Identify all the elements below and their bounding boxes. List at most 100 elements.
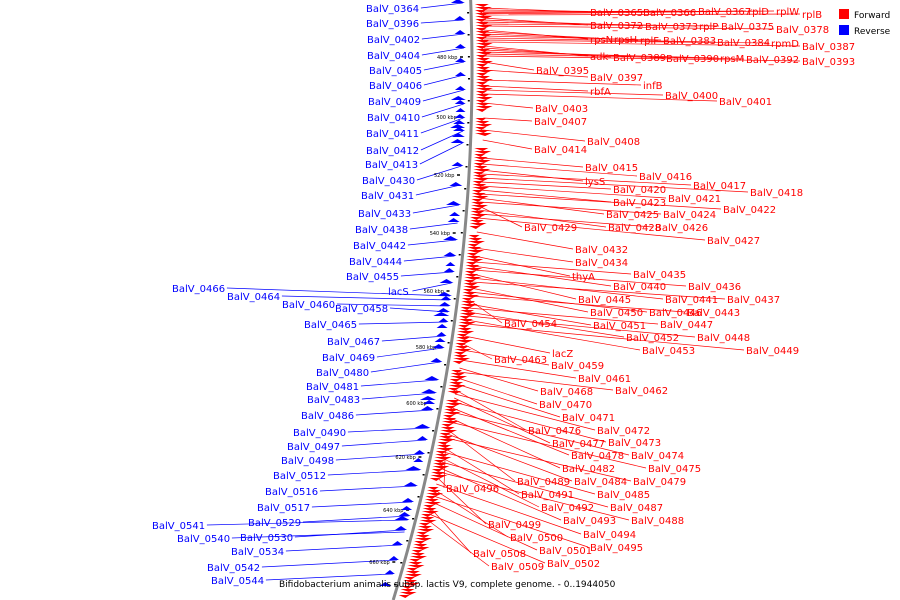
reverse-gene-feature: [445, 262, 456, 266]
forward-gene-feature: [474, 148, 489, 151]
reverse-gene-feature: [454, 100, 466, 104]
forward-gene-feature: [470, 211, 485, 214]
reverse-connector: [421, 103, 464, 118]
reverse-gene-feature: [451, 162, 464, 166]
reverse-gene-label: BalV_0404: [367, 51, 420, 62]
forward-gene-feature: [469, 223, 487, 226]
reverse-gene-label: BalV_0464: [227, 292, 280, 303]
reverse-gene-feature: [436, 332, 447, 336]
forward-gene-feature: [429, 478, 441, 481]
reverse-connector: [327, 469, 420, 476]
forward-gene-feature: [427, 487, 439, 490]
forward-gene-feature: [465, 268, 483, 271]
forward-gene-feature: [475, 100, 487, 103]
forward-gene-label: BalV_0478: [571, 451, 624, 462]
forward-connector: [483, 55, 801, 62]
forward-gene-feature: [443, 415, 454, 418]
forward-gene-label: BalV_0454: [504, 319, 557, 330]
forward-gene-feature: [414, 541, 426, 544]
reverse-gene-label: BalV_0413: [365, 160, 418, 171]
forward-gene-feature: [438, 436, 453, 439]
forward-gene-feature: [473, 175, 487, 178]
forward-connector: [431, 501, 538, 551]
reverse-connector: [226, 287, 450, 297]
reverse-gene-feature: [414, 450, 426, 454]
forward-gene-label: infB: [643, 81, 663, 92]
reverse-connector: [347, 427, 429, 433]
reverse-gene-feature: [421, 406, 434, 410]
forward-gene-feature: [475, 88, 493, 91]
reverse-gene-feature: [454, 30, 466, 34]
reverse-connector: [231, 531, 405, 539]
forward-gene-feature: [475, 19, 487, 22]
forward-gene-feature: [440, 427, 455, 430]
legend-forward-label: Forward: [854, 11, 890, 21]
forward-gene-label: BalV_0400: [665, 91, 718, 102]
reverse-gene-label: BalV_0412: [366, 146, 419, 157]
forward-connector: [430, 507, 472, 554]
forward-connector: [483, 93, 718, 102]
reverse-gene-label: BalV_0516: [265, 487, 318, 498]
forward-connector: [469, 299, 503, 324]
forward-gene-feature: [475, 55, 487, 58]
reverse-gene-label: BalV_0430: [362, 176, 415, 187]
reverse-gene-feature: [403, 482, 418, 486]
forward-gene-feature: [458, 325, 470, 328]
forward-gene-feature: [470, 208, 482, 211]
feature-marker: [412, 518, 415, 520]
reverse-gene-feature: [434, 338, 446, 342]
forward-gene-feature: [473, 172, 485, 175]
forward-connector: [481, 169, 584, 182]
forward-connector: [469, 295, 686, 313]
forward-gene-feature: [445, 403, 463, 406]
forward-gene-feature: [464, 277, 482, 280]
reverse-gene-feature: [450, 96, 466, 100]
forward-connector: [454, 397, 551, 444]
forward-gene-feature: [475, 85, 490, 88]
feature-marker: [417, 496, 420, 498]
forward-gene-feature: [475, 43, 493, 46]
forward-gene-feature: [462, 295, 480, 298]
reverse-gene-feature: [450, 124, 466, 128]
reverse-connector: [420, 117, 464, 134]
feature-marker: [406, 540, 409, 542]
feature-marker: [462, 210, 465, 212]
forward-gene-feature: [474, 7, 492, 10]
reverse-connector: [311, 501, 413, 508]
forward-gene-feature: [412, 547, 430, 550]
forward-gene-feature: [411, 550, 423, 553]
reverse-gene-feature: [454, 16, 466, 20]
forward-gene-label: BalV_0387: [802, 42, 855, 53]
forward-gene-feature: [476, 70, 493, 73]
reverse-gene-label: BalV_0433: [358, 209, 411, 220]
forward-gene-feature: [425, 496, 437, 499]
forward-gene-feature: [470, 217, 482, 220]
forward-gene-feature: [473, 163, 485, 166]
forward-gene-feature: [466, 256, 481, 259]
reverse-gene-label: BalV_0540: [177, 534, 230, 545]
forward-gene-feature: [420, 517, 435, 520]
feature-marker: [467, 34, 470, 36]
forward-gene-feature: [424, 499, 439, 502]
reverse-gene-label: BalV_0405: [369, 66, 422, 77]
forward-gene-label: BalV_0424: [663, 210, 716, 221]
forward-gene-label: BalV_0428: [608, 223, 661, 234]
forward-gene-feature: [475, 31, 490, 34]
forward-gene-label: lysS: [585, 177, 605, 188]
tick-label: 560 kbp: [424, 289, 444, 295]
forward-gene-feature: [456, 334, 468, 337]
forward-gene-feature: [458, 319, 473, 322]
forward-connector: [483, 53, 745, 60]
forward-gene-feature: [426, 490, 441, 493]
forward-gene-label: BalV_0365: [590, 8, 643, 19]
reverse-gene-feature: [438, 302, 451, 306]
feature-marker: [467, 12, 470, 14]
reverse-gene-feature: [438, 318, 449, 322]
forward-gene-label: BalV_0373: [645, 22, 698, 33]
forward-gene-label: BalV_0372: [590, 21, 643, 32]
forward-gene-label: BalV_0401: [719, 97, 772, 108]
feature-marker: [444, 364, 447, 366]
forward-gene-feature: [475, 25, 493, 28]
